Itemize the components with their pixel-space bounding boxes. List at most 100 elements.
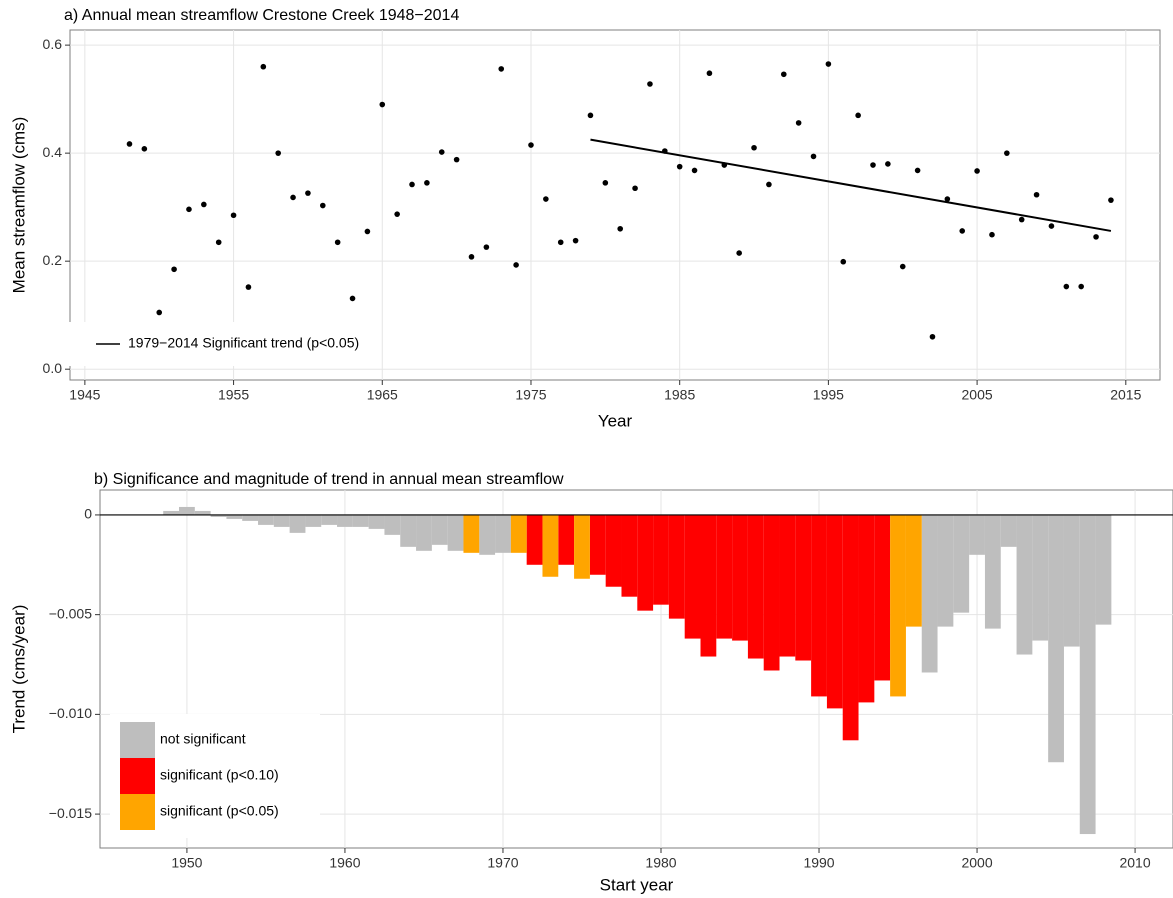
bar [984, 514, 1001, 629]
bar [653, 514, 669, 605]
bar [905, 514, 922, 627]
point [275, 150, 281, 156]
x-tick-label: 2005 [962, 387, 993, 403]
y-tick-label: 0.0 [43, 360, 63, 376]
point [676, 163, 683, 170]
point [156, 309, 163, 316]
y-tick-label: 0 [84, 506, 92, 522]
y-tick-label: −0.010 [49, 705, 92, 721]
bar [479, 514, 496, 555]
bar [969, 514, 985, 555]
legend-key [120, 758, 155, 794]
point [557, 239, 564, 246]
bar [258, 514, 274, 525]
bar [842, 514, 859, 741]
bar [431, 514, 448, 545]
panel [69, 29, 1161, 381]
point [825, 61, 832, 67]
bar [700, 514, 717, 657]
point [691, 167, 698, 174]
bar [589, 514, 606, 575]
point [870, 162, 876, 168]
x-tick-label: 1970 [487, 855, 518, 871]
bar [163, 510, 180, 515]
x-tick-label: 1955 [218, 387, 249, 403]
point [498, 66, 505, 72]
point [959, 228, 966, 234]
bar [526, 514, 543, 565]
point [1078, 283, 1084, 290]
x-tick-label: 1985 [664, 387, 695, 403]
point [810, 153, 817, 160]
chart-title: a) Annual mean streamflow Crestone Creek… [64, 7, 459, 24]
point [944, 196, 951, 202]
trend-line [590, 138, 1112, 232]
y-axis-label: Trend (cms/year) [9, 605, 28, 734]
point [543, 196, 549, 202]
x-tick-label: 1960 [329, 855, 360, 871]
x-axis-label: Start year [600, 875, 674, 894]
bar [194, 510, 211, 515]
point [706, 70, 713, 77]
point [1093, 234, 1099, 240]
x-tick-label: 1945 [69, 387, 100, 403]
y-tick-label: 0.4 [43, 144, 63, 160]
bar [447, 514, 464, 551]
point [617, 225, 624, 232]
point [424, 180, 430, 186]
point [855, 112, 861, 119]
point [929, 333, 936, 340]
point [766, 181, 772, 188]
point [528, 142, 534, 148]
bar [273, 514, 290, 527]
x-axis-label: Year [598, 411, 633, 430]
y-tick-label: 0.2 [43, 252, 63, 268]
point [974, 168, 980, 174]
bar [1016, 514, 1033, 655]
bar [1032, 514, 1049, 641]
point [438, 149, 445, 155]
legend-label: significant (p<0.05) [160, 803, 279, 819]
point [305, 190, 311, 196]
bar [384, 514, 401, 535]
point [290, 194, 296, 201]
point [780, 71, 787, 78]
bar [289, 514, 306, 533]
bar [495, 514, 511, 553]
legend-key [120, 794, 155, 830]
point [1108, 197, 1114, 203]
bar [416, 514, 432, 551]
chart-title: b) Significance and magnitude of trend i… [94, 471, 564, 488]
point [587, 112, 594, 119]
point [1033, 191, 1040, 198]
bar [795, 514, 812, 661]
bar [179, 506, 195, 515]
bar [858, 514, 875, 703]
x-tick-label: 1965 [367, 387, 398, 403]
bar [763, 514, 780, 671]
bar [621, 514, 638, 597]
x-tick-label: 1980 [645, 855, 676, 871]
point [215, 239, 222, 246]
point [632, 185, 638, 192]
point [468, 254, 475, 260]
point [141, 146, 148, 152]
legend-label: 1979−2014 Significant trend (p<0.05) [128, 335, 359, 351]
bar [574, 514, 590, 579]
point [394, 211, 400, 217]
x-tick-label: 1975 [515, 387, 546, 403]
point [349, 295, 356, 302]
bar [368, 514, 385, 529]
bar [242, 514, 259, 521]
bar [890, 514, 906, 697]
point [245, 284, 252, 290]
point [126, 141, 133, 147]
x-tick-label: 1990 [803, 855, 834, 871]
x-tick-label: 2010 [1119, 855, 1150, 871]
bar [732, 514, 748, 641]
point [647, 81, 653, 87]
point [989, 231, 995, 238]
bar [605, 514, 622, 587]
bar [1000, 514, 1017, 547]
y-tick-label: −0.005 [49, 605, 92, 621]
